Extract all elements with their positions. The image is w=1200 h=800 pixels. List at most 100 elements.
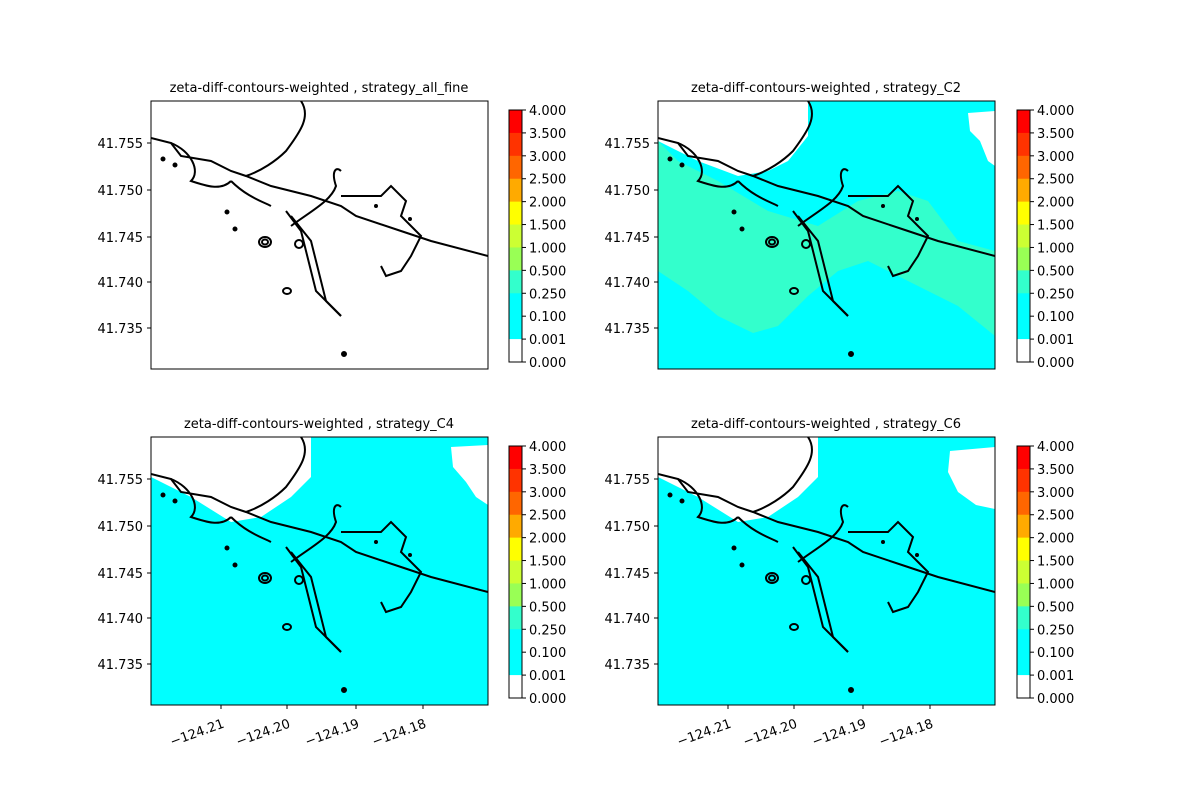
y-tick-label: 41.745 xyxy=(98,567,144,582)
colorbar-tick-label: 3.500 xyxy=(1037,127,1074,142)
y-tick-label: 41.750 xyxy=(98,520,144,535)
colorbar-tick-label: 0.250 xyxy=(529,623,566,638)
colorbar-band xyxy=(509,652,522,676)
colorbar-tick-label: 4.000 xyxy=(529,104,566,119)
colorbar-frame xyxy=(1016,445,1031,699)
colorbar-tick-label: 1.500 xyxy=(529,219,566,234)
colorbar-band xyxy=(1017,270,1030,294)
colorbar-band xyxy=(509,270,522,294)
colorbar-frame xyxy=(1016,109,1031,363)
panel-strategy-c2 xyxy=(657,100,996,370)
colorbar-tick-label: 3.500 xyxy=(1037,463,1074,478)
colorbar-tick-label: 4.000 xyxy=(1037,104,1074,119)
x-tick-label: −124.21 xyxy=(168,717,226,750)
colorbar-tick-label: 2.500 xyxy=(529,173,566,188)
colorbar-band xyxy=(1017,446,1030,470)
map-area xyxy=(151,101,488,357)
dry-area-ne xyxy=(968,111,995,166)
axes-frame xyxy=(150,436,489,706)
dry-area-ne xyxy=(451,445,488,505)
panel-strategy-c6 xyxy=(657,436,996,706)
colorbar-tick-label: 0.100 xyxy=(1037,310,1074,325)
colorbar-band xyxy=(1017,155,1030,180)
colorbar-tick-label: 0.001 xyxy=(1037,333,1074,348)
colorbar-band xyxy=(509,606,522,630)
axes-frame xyxy=(657,100,996,370)
x-tick-label: −124.20 xyxy=(234,717,292,750)
y-tick-label: 41.735 xyxy=(605,322,651,337)
colorbar-tick-label: 0.001 xyxy=(1037,669,1074,684)
y-tick-label: 41.755 xyxy=(98,137,144,152)
colorbar-tick-label: 0.100 xyxy=(529,646,566,661)
panel-title: zeta-diff-contours-weighted , strategy_C… xyxy=(691,81,961,96)
colorbar-band xyxy=(1017,537,1030,562)
colorbar-tick-label: 2.500 xyxy=(1037,173,1074,188)
colorbar-band xyxy=(509,201,522,226)
colorbar-tick-label: 2.000 xyxy=(529,532,566,547)
colorbar-band xyxy=(509,132,522,157)
x-tick-label: −124.19 xyxy=(303,717,361,750)
colorbar-band xyxy=(1017,675,1030,699)
x-tick-label: −124.21 xyxy=(675,717,733,750)
panel-title: zeta-diff-contours-weighted , strategy_C… xyxy=(184,417,454,432)
colorbar-band xyxy=(1017,293,1030,317)
y-tick-label: 41.745 xyxy=(98,231,144,246)
colorbar-tick-label: 0.500 xyxy=(529,264,566,279)
colorbar-tick-label: 1.500 xyxy=(529,555,566,570)
axes-frame xyxy=(150,100,489,370)
colorbar-band xyxy=(509,675,522,699)
y-tick-label: 41.745 xyxy=(605,231,651,246)
dry-area-ne xyxy=(948,447,995,509)
axes-frame xyxy=(657,436,996,706)
y-tick-label: 41.740 xyxy=(98,612,144,627)
colorbar-band xyxy=(509,155,522,180)
y-tick-label: 41.735 xyxy=(605,658,651,673)
colorbar-tick-label: 1.500 xyxy=(1037,219,1074,234)
colorbar-band xyxy=(509,537,522,562)
colorbar-tick-label: 3.000 xyxy=(529,486,566,501)
colorbar-tick-label: 0.500 xyxy=(1037,264,1074,279)
y-tick-label: 41.755 xyxy=(605,473,651,488)
colorbar-band xyxy=(509,339,522,363)
y-tick-label: 41.750 xyxy=(605,520,651,535)
colorbar-tick-label: 0.000 xyxy=(529,692,566,707)
colorbar-tick-label: 1.000 xyxy=(529,577,566,592)
colorbar-band xyxy=(509,224,522,248)
colorbar-tick-label: 0.100 xyxy=(529,310,566,325)
colorbar-band xyxy=(1017,652,1030,676)
y-tick-label: 41.735 xyxy=(98,658,144,673)
colorbar-tick-label: 2.000 xyxy=(1037,532,1074,547)
colorbar-tick-label: 1.000 xyxy=(1037,577,1074,592)
colorbar-frame xyxy=(508,445,523,699)
colorbar-band xyxy=(1017,132,1030,157)
y-tick-label: 41.740 xyxy=(605,276,651,291)
colorbar-band xyxy=(1017,224,1030,248)
colorbars: 4.000 3.500 3.000 2.500 2.000 1.500 1.000 0.500… xyxy=(508,104,1074,707)
x-tick-label: −124.18 xyxy=(370,717,428,750)
colorbar-tick-label: 1.000 xyxy=(1037,241,1074,256)
coastline xyxy=(151,101,488,357)
colorbar-tick-label: 2.000 xyxy=(1037,196,1074,211)
map-area xyxy=(151,437,488,705)
colorbar-tick-label: 0.250 xyxy=(1037,287,1074,302)
colorbar-tick-label: 3.000 xyxy=(1037,486,1074,501)
panel-strategy-all-fine xyxy=(150,100,489,370)
colorbar-tick-label: 4.000 xyxy=(529,440,566,455)
y-tick-label: 41.755 xyxy=(605,137,651,152)
colorbar-band xyxy=(1017,247,1030,271)
y-tick-label: 41.755 xyxy=(98,473,144,488)
colorbar-tick-label: 0.500 xyxy=(529,600,566,615)
colorbar-band xyxy=(1017,178,1030,203)
colorbar-tick-label: 3.500 xyxy=(529,127,566,142)
colorbar-band xyxy=(509,110,522,134)
colorbar-tick-label: 0.500 xyxy=(1037,600,1074,615)
colorbar-tick-label: 3.000 xyxy=(1037,150,1074,165)
colorbar-tick-label: 0.000 xyxy=(1037,356,1074,371)
colorbar-band xyxy=(509,316,522,340)
colorbar-band xyxy=(509,468,522,493)
colorbar-band xyxy=(1017,491,1030,516)
map-area xyxy=(658,437,995,705)
colorbar-band xyxy=(509,491,522,516)
colorbar-band xyxy=(1017,110,1030,134)
panel-title: zeta-diff-contours-weighted , strategy_C… xyxy=(691,417,961,432)
